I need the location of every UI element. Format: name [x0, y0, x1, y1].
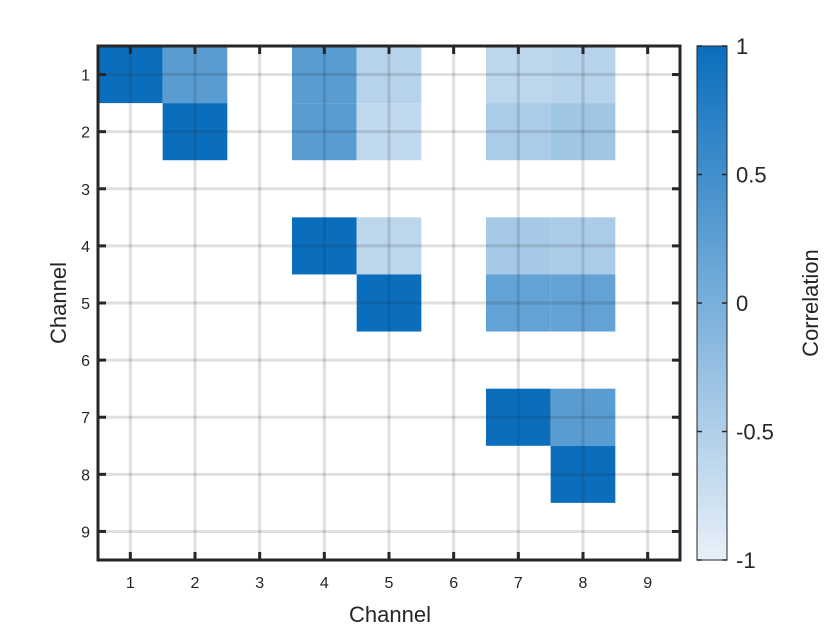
x-tick-label-9: 9 — [643, 575, 652, 592]
colorbar-tick-label-1: 0.5 — [736, 163, 767, 188]
heatmap-cell-r1-c7 — [486, 46, 551, 104]
colorbar-tick-label-0: 1 — [736, 34, 748, 59]
y-tick-label-2: 2 — [81, 125, 90, 142]
heatmap-cell-r5-c8 — [550, 274, 616, 332]
heatmap-cell-r5-c7 — [486, 274, 551, 332]
heatmap-cell-r4-c7 — [486, 217, 551, 275]
x-tick-label-7: 7 — [514, 575, 523, 592]
heatmap-cell-r2-c8 — [550, 103, 616, 161]
heatmap-cell-r1-c5 — [356, 46, 422, 104]
x-tick-label-2: 2 — [191, 575, 200, 592]
heatmap-cell-r1-c4 — [292, 46, 357, 104]
x-tick-label-6: 6 — [449, 575, 458, 592]
y-tick-label-3: 3 — [81, 182, 90, 199]
heatmap-cell-r1-c2 — [162, 46, 228, 104]
heatmap-cell-r2-c4 — [292, 103, 357, 161]
x-tick-label-4: 4 — [320, 575, 329, 592]
y-tick-label-8: 8 — [81, 467, 90, 484]
y-tick-label-6: 6 — [81, 353, 90, 370]
heatmap-cell-r8-c8 — [550, 445, 616, 503]
y-tick-labels: 1 2 3 4 5 6 7 8 9 — [81, 68, 90, 542]
x-axis-label: Channel — [349, 602, 431, 627]
x-tick-label-8: 8 — [579, 575, 588, 592]
colorbar-tick-label-3: -0.5 — [736, 420, 774, 445]
colorbar-ticks: 1 0.5 0 -0.5 -1 — [697, 34, 774, 573]
heatmap-cell-r1-c1 — [98, 46, 163, 104]
grid-lines — [98, 46, 680, 560]
heatmap-cell-r4-c8 — [550, 217, 616, 275]
colorbar-tick-label-2: 0 — [736, 291, 748, 316]
y-tick-label-9: 9 — [81, 524, 90, 541]
heatmap-cells — [98, 46, 616, 503]
heatmap-cell-r4-c5 — [356, 217, 422, 275]
x-tick-label-5: 5 — [385, 575, 394, 592]
plot-area-frame — [96, 44, 682, 562]
heatmap-cell-r7-c8 — [550, 388, 616, 446]
y-tick-label-5: 5 — [81, 296, 90, 313]
x-tick-labels: 1 2 3 4 5 6 7 8 9 — [126, 575, 652, 592]
y-axis-label: Channel — [46, 262, 71, 344]
colorbar-tick-label-4: -1 — [736, 548, 756, 573]
heatmap-cell-r4-c4 — [292, 217, 357, 275]
heatmap-cell-r2-c2 — [162, 103, 228, 161]
heatmap-cell-r7-c7 — [486, 388, 551, 446]
colorbar-label: Correlation — [798, 249, 823, 357]
heatmap-cell-r1-c8 — [550, 46, 616, 104]
y-tick-label-1: 1 — [81, 68, 90, 85]
heatmap-cell-r2-c7 — [486, 103, 551, 161]
y-tick-label-7: 7 — [81, 410, 90, 427]
y-tick-label-4: 4 — [81, 239, 90, 256]
heatmap-cell-r5-c5 — [356, 274, 422, 332]
x-tick-label-3: 3 — [255, 575, 264, 592]
x-tick-label-1: 1 — [126, 575, 135, 592]
heatmap-cell-r2-c5 — [356, 103, 422, 161]
